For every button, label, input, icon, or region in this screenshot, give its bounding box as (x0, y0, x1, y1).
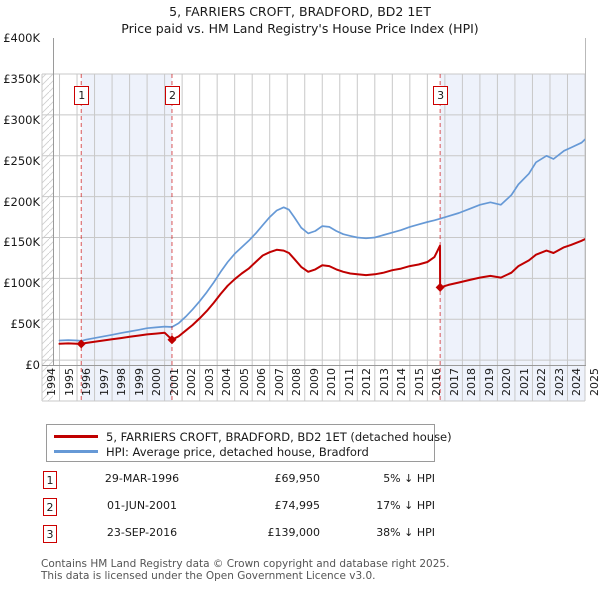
sale-index-badge: 3 (43, 525, 57, 543)
x-tick-label: 2013 (377, 368, 391, 396)
x-tick-label: 2021 (517, 368, 531, 396)
x-tick-label: 2016 (430, 368, 444, 396)
sale-price: £69,950 (274, 472, 321, 485)
x-tick-label: 1998 (115, 368, 129, 396)
y-tick-label: £0 (25, 358, 40, 372)
price-history-chart (0, 36, 600, 402)
chart-marker-1: 1 (74, 86, 90, 105)
legend-swatch-price-paid (54, 435, 98, 438)
legend-swatch-hpi (54, 450, 98, 453)
x-tick-label: 2011 (342, 368, 356, 396)
x-tick-label: 2006 (255, 368, 269, 396)
y-tick-label: £50K (10, 317, 41, 332)
x-tick-label: 2000 (150, 368, 164, 396)
x-tick-label: 2004 (220, 368, 234, 396)
legend-label-hpi: HPI: Average price, detached house, Brad… (106, 444, 369, 459)
footer-line-2: This data is licensed under the Open Gov… (41, 570, 376, 582)
chart-legend: 5, FARRIERS CROFT, BRADFORD, BD2 1ET (de… (46, 424, 452, 462)
y-tick-label: £250K (3, 153, 40, 168)
legend-label-price-paid: 5, FARRIERS CROFT, BRADFORD, BD2 1ET (de… (106, 429, 452, 444)
x-tick-label: 2019 (482, 368, 496, 396)
y-tick-label: £350K (3, 71, 40, 86)
x-tick-label: 2010 (325, 368, 339, 396)
footer-attribution: Contains HM Land Registry data © Crown c… (41, 558, 561, 582)
x-tick-label: 2012 (360, 368, 374, 396)
x-tick-label: 1994 (45, 368, 58, 396)
x-tick-label: 2025 (588, 368, 600, 396)
x-tick-label: 1999 (132, 368, 146, 396)
x-axis-line (42, 365, 586, 366)
chart-marker-3: 3 (433, 86, 449, 105)
sale-date: 29-MAR-1996 (104, 472, 180, 485)
page-title: 5, FARRIERS CROFT, BRADFORD, BD2 1ET Pri… (0, 3, 600, 37)
x-tick-label: 1997 (97, 368, 111, 396)
chart-canvas (41, 73, 586, 402)
sale-index-badge: 2 (43, 498, 57, 516)
legend-item-price-paid: 5, FARRIERS CROFT, BRADFORD, BD2 1ET (de… (47, 429, 452, 444)
x-axis-labels: 1994 1995 1996 1997 1998 1999 2000 2001 2002 2003… (0, 368, 600, 418)
x-tick-label: 2001 (167, 368, 181, 396)
y-axis-labels: £0 £50K £100K £150K £200K £250K £300K £350K £400… (0, 31, 41, 372)
sale-price: £139,000 (267, 526, 321, 539)
sales-table: 1 29-MAR-1996 £69,950 5% ↓ HPI 2 01-JUN-… (40, 470, 460, 551)
sale-hpi-delta: 38% ↓ HPI (376, 526, 435, 539)
y-tick-label: £150K (3, 235, 40, 250)
x-tick-label: 2009 (307, 368, 321, 396)
table-row: 1 29-MAR-1996 £69,950 5% ↓ HPI (40, 470, 460, 497)
x-tick-label: 2015 (412, 368, 426, 396)
sale-date: 01-JUN-2001 (106, 499, 178, 512)
x-tick-label: 2022 (535, 368, 549, 396)
chart-marker-2: 2 (164, 86, 180, 105)
title-line-1: 5, FARRIERS CROFT, BRADFORD, BD2 1ET (169, 4, 431, 19)
sale-index-badge: 1 (43, 471, 57, 489)
x-tick-label: 2003 (202, 368, 216, 396)
x-tick-label: 2008 (290, 368, 304, 396)
legend-item-hpi: HPI: Average price, detached house, Brad… (47, 444, 434, 459)
footer-line-1: Contains HM Land Registry data © Crown c… (41, 558, 450, 570)
x-tick-label: 1996 (80, 368, 94, 396)
x-tick-label: 1995 (62, 368, 76, 396)
y-tick-label: £300K (3, 112, 40, 127)
table-row: 3 23-SEP-2016 £139,000 38% ↓ HPI (40, 524, 460, 551)
x-tick-label: 2002 (185, 368, 199, 396)
x-tick-label: 2024 (570, 368, 584, 396)
x-tick-label: 2005 (237, 368, 251, 396)
table-row: 2 01-JUN-2001 £74,995 17% ↓ HPI (40, 497, 460, 524)
x-tick-label: 2018 (465, 368, 479, 396)
title-line-2: Price paid vs. HM Land Registry's House … (121, 21, 479, 36)
sale-price: £74,995 (274, 499, 321, 512)
y-tick-label: £100K (3, 276, 40, 291)
y-tick-label: £400K (3, 31, 40, 45)
sale-date: 23-SEP-2016 (106, 526, 178, 539)
x-tick-label: 2023 (552, 368, 566, 396)
x-tick-label: 2020 (500, 368, 514, 396)
plot-right-edge (585, 38, 586, 365)
x-tick-label: 2007 (272, 368, 286, 396)
sale-hpi-delta: 17% ↓ HPI (376, 499, 435, 512)
y-axis-line (53, 38, 54, 365)
x-tick-label: 2014 (395, 368, 409, 396)
x-tick-label: 2017 (447, 368, 461, 396)
sale-hpi-delta: 5% ↓ HPI (383, 472, 435, 485)
y-tick-label: £200K (3, 194, 40, 209)
